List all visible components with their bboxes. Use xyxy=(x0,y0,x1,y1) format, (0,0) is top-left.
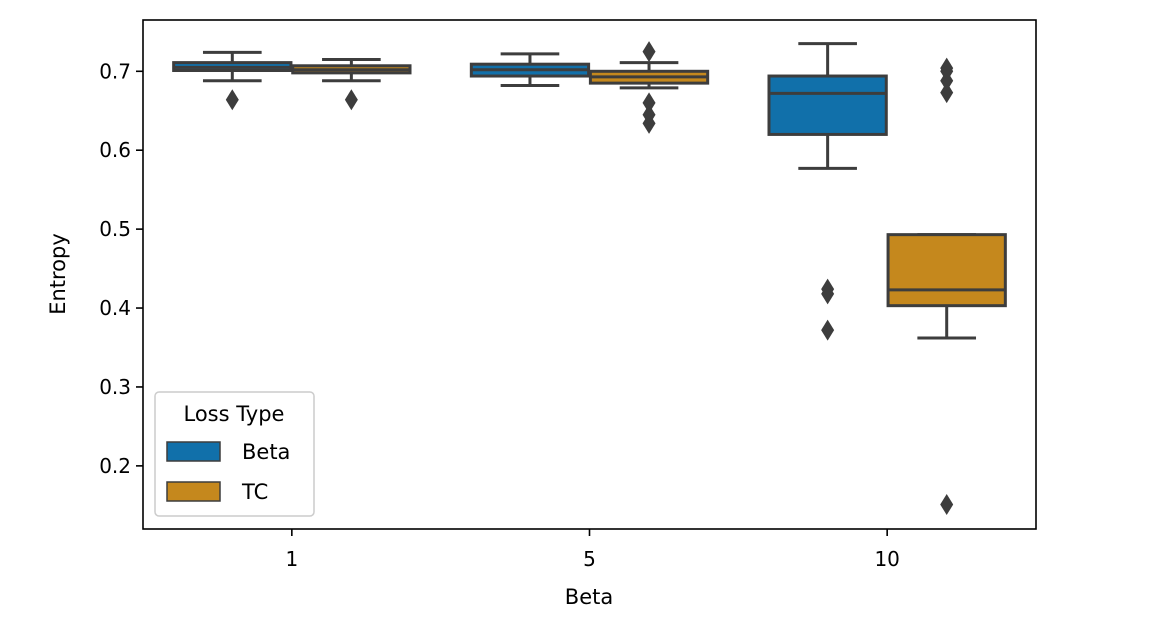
legend-label-tc: TC xyxy=(241,480,268,504)
outlier-series-tc-beta-10-2 xyxy=(940,70,954,92)
y-tick-label-4: 0.6 xyxy=(99,138,131,162)
axes: 0.2 0.3 0.4 0.5 0.6 0.7 1 5 10 xyxy=(99,19,1037,571)
x-tick-label-0: 1 xyxy=(285,547,298,571)
plot-area xyxy=(172,41,1007,516)
outlier-series-beta-beta-1-0 xyxy=(225,89,239,111)
y-tick-label-0: 0.2 xyxy=(99,454,131,478)
box-body-series-tc-beta-10 xyxy=(886,233,1007,308)
box-series-tc-beta-5 xyxy=(588,41,710,134)
box-body-series-beta-beta-10 xyxy=(767,74,888,136)
x-tick-label-2: 10 xyxy=(874,547,899,571)
outlier-series-tc-beta-10-4 xyxy=(940,494,954,516)
legend: Loss Type Beta TC xyxy=(154,391,315,517)
outlier-series-beta-beta-10-1 xyxy=(821,283,835,305)
y-tick-label-5: 0.7 xyxy=(99,59,131,83)
outlier-series-tc-beta-5-0 xyxy=(642,41,656,63)
outlier-series-tc-beta-5-3 xyxy=(642,112,656,134)
legend-label-beta: Beta xyxy=(242,440,290,464)
y-axis-label: Entropy xyxy=(46,233,70,315)
outlier-series-tc-beta-1-0 xyxy=(344,89,358,111)
box-series-beta-beta-5 xyxy=(469,52,591,87)
legend-swatch-beta xyxy=(166,441,221,462)
legend-title: Loss Type xyxy=(184,402,285,426)
box-series-tc-beta-1 xyxy=(291,57,412,111)
outlier-series-tc-beta-5-1 xyxy=(642,92,656,114)
y-tick-label-1: 0.3 xyxy=(99,375,131,399)
outlier-series-tc-beta-10-3 xyxy=(940,82,954,104)
outlier-series-beta-beta-10-2 xyxy=(821,319,835,341)
box-series-beta-beta-1 xyxy=(172,50,293,111)
x-tick-label-1: 5 xyxy=(583,547,596,571)
box-series-beta-beta-10 xyxy=(767,42,888,341)
legend-swatch-tc xyxy=(166,481,221,502)
box-series-tc-beta-10 xyxy=(886,57,1007,516)
y-tick-label-2: 0.4 xyxy=(99,296,131,320)
x-axis-label: Beta xyxy=(565,585,613,609)
y-tick-label-3: 0.5 xyxy=(99,217,131,241)
